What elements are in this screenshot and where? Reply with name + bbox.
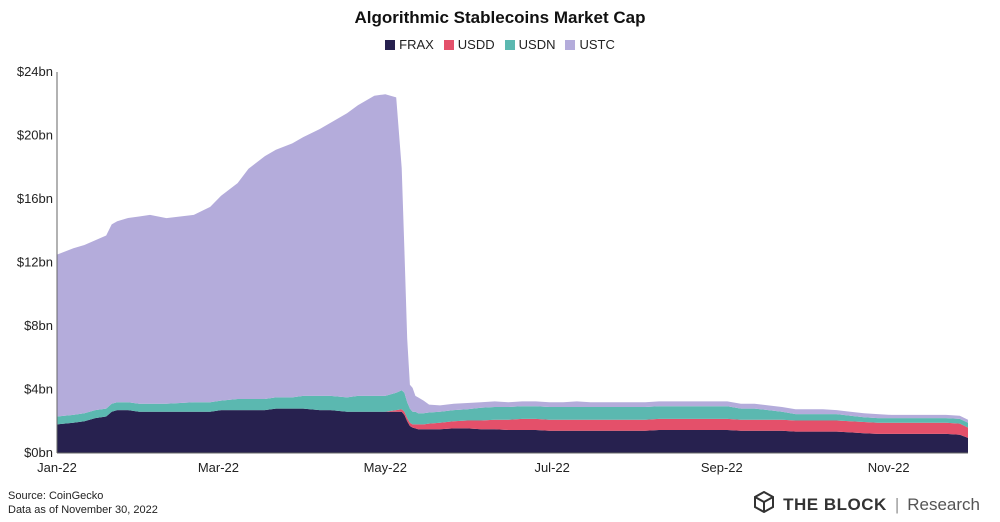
area-usdd bbox=[57, 408, 968, 438]
area-usdn bbox=[57, 390, 968, 428]
chart-legend: FRAX USDD USDN USTC bbox=[0, 37, 1000, 52]
x-tick-label: Nov-22 bbox=[868, 460, 910, 475]
y-tick-label: $8bn bbox=[24, 318, 53, 333]
x-tick-label: Jul-22 bbox=[534, 460, 569, 475]
brand-suffix: Research bbox=[907, 494, 980, 514]
area-ustc bbox=[57, 94, 968, 423]
legend-label-usdd: USDD bbox=[457, 37, 495, 52]
legend-item-frax: FRAX bbox=[385, 37, 434, 52]
legend-swatch-usdn bbox=[504, 39, 515, 50]
y-tick-label: $16bn bbox=[17, 191, 53, 206]
chart-footer: Source: CoinGecko Data as of November 30… bbox=[8, 489, 158, 517]
legend-label-ustc: USTC bbox=[579, 37, 615, 52]
y-tick-label: $20bn bbox=[17, 128, 53, 143]
area-frax bbox=[57, 408, 968, 453]
legend-item-usdn: USDN bbox=[504, 37, 556, 52]
brand-name: THE BLOCK bbox=[783, 494, 887, 514]
y-tick-label: $0bn bbox=[24, 445, 53, 460]
brand-logo: THE BLOCK | Research bbox=[753, 490, 980, 518]
y-tick-label: $4bn bbox=[24, 382, 53, 397]
chart-title: Algorithmic Stablecoins Market Cap bbox=[354, 8, 646, 27]
legend-swatch-ustc bbox=[565, 39, 576, 50]
legend-label-frax: FRAX bbox=[399, 37, 434, 52]
legend-label-usdn: USDN bbox=[518, 37, 556, 52]
x-tick-label: Sep-22 bbox=[701, 460, 743, 475]
legend-item-usdd: USDD bbox=[443, 37, 495, 52]
x-tick-label: Jan-22 bbox=[37, 460, 77, 475]
legend-swatch-frax bbox=[385, 39, 396, 50]
data-as-of-note: Data as of November 30, 2022 bbox=[8, 504, 158, 516]
y-tick-label: $12bn bbox=[17, 255, 53, 270]
source-note: Source: CoinGecko bbox=[8, 490, 104, 502]
the-block-logo-icon bbox=[753, 490, 775, 518]
brand-separator: | bbox=[894, 494, 900, 514]
x-tick-label: Mar-22 bbox=[198, 460, 239, 475]
legend-swatch-usdd bbox=[443, 39, 454, 50]
x-tick-label: May-22 bbox=[364, 460, 407, 475]
legend-item-ustc: USTC bbox=[565, 37, 615, 52]
y-tick-label: $24bn bbox=[17, 64, 53, 79]
